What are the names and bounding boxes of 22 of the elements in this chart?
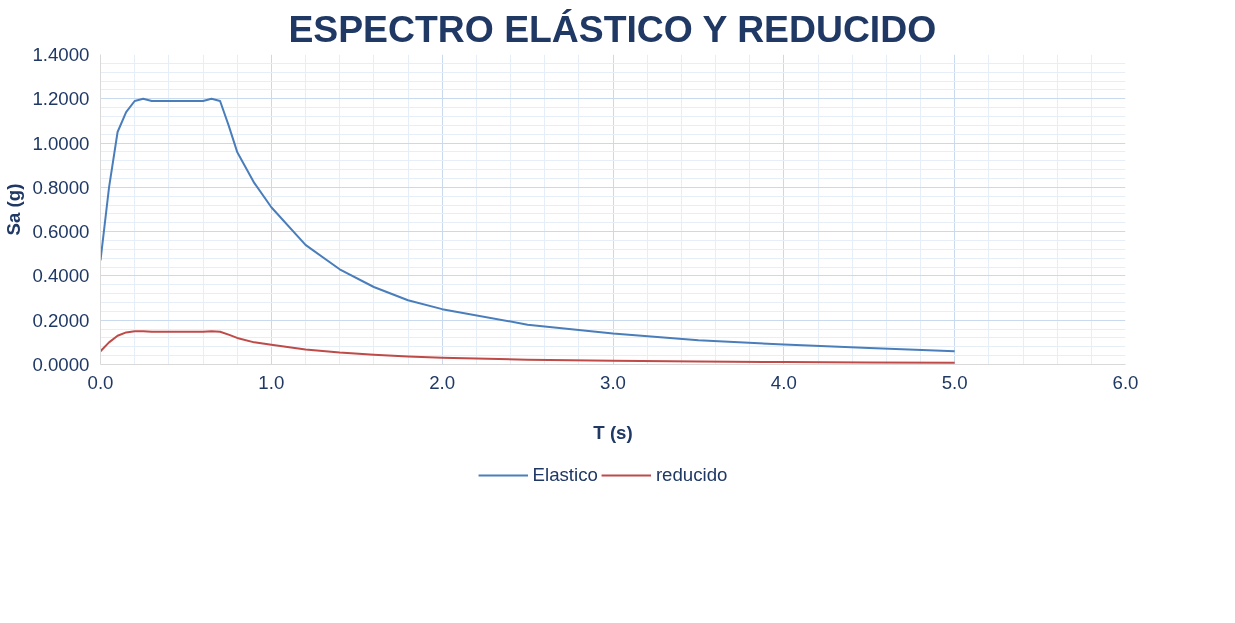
x-tick-label: 3.0 (600, 371, 626, 393)
x-tick-label: 4.0 (770, 371, 797, 393)
x-tick-label: 6.0 (1112, 371, 1139, 393)
y-tick-label: 1.0000 (32, 132, 90, 154)
y-tick-label: 0.0000 (32, 354, 90, 375)
chart-title: ESPECTRO ELÁSTICO Y REDUCIDO (288, 7, 937, 50)
y-tick-label: 1.2000 (32, 88, 90, 110)
y-tick-label: 1.4000 (32, 44, 90, 65)
legend-label: Elastico (532, 464, 598, 486)
line-series (100, 330, 956, 364)
y-tick-label: 0.6000 (32, 221, 90, 243)
x-tick-label: 0.0 (87, 371, 114, 393)
x-tick-label: 1.0 (258, 371, 285, 393)
line-series (100, 97, 956, 353)
x-axis-title: T (s) (593, 421, 633, 443)
y-axis-title: Sa (g) (3, 183, 25, 236)
legend-label: reducido (655, 464, 728, 486)
y-tick-label: 0.8000 (32, 176, 90, 198)
x-tick-label: 5.0 (941, 371, 968, 393)
y-tick-label: 0.4000 (32, 265, 90, 287)
x-tick-label: 2.0 (429, 371, 456, 393)
y-tick-label: 0.2000 (32, 309, 90, 331)
